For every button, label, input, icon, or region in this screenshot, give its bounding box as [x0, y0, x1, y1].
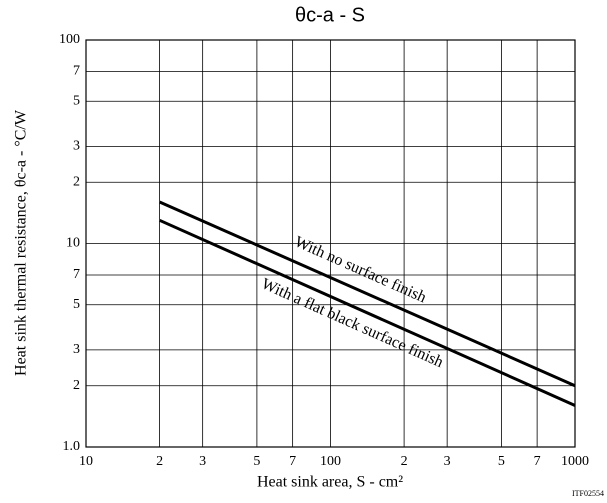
figure-code: ITF02554	[572, 489, 604, 498]
x-tick-label: 10	[79, 454, 93, 469]
y-tick-label: 3	[73, 139, 80, 154]
x-tick-label: 3	[199, 454, 206, 469]
y-tick-label: 2	[73, 174, 80, 189]
y-tick-label: 5	[73, 297, 80, 312]
y-tick-label: 7	[73, 267, 80, 282]
y-tick-label: 1.0	[63, 439, 81, 454]
x-tick-label: 3	[444, 454, 451, 469]
y-tick-label: 5	[73, 93, 80, 108]
chart-title: θc-a - S	[295, 4, 365, 26]
x-tick-label: 7	[289, 454, 296, 469]
x-tick-label: 2	[156, 454, 163, 469]
line-series	[158, 200, 576, 388]
y-tick-label: 7	[73, 64, 80, 79]
plot-frame	[85, 39, 576, 448]
y-tick-label: 100	[59, 32, 80, 47]
x-tick-label: 7	[534, 454, 541, 469]
x-tick-label: 2	[401, 454, 408, 469]
y-axis-label: Heat sink thermal resistance, θc-a - °C/…	[13, 109, 30, 376]
y-tick-label: 3	[73, 342, 80, 357]
x-tick-label: 1000	[561, 454, 589, 469]
x-axis-label: Heat sink area, S - cm²	[257, 474, 403, 491]
line-series	[158, 218, 576, 407]
y-tick-label: 2	[73, 378, 80, 393]
y-tick-label: 10	[66, 236, 80, 251]
x-tick-label: 5	[253, 454, 260, 469]
x-tick-label: 5	[498, 454, 505, 469]
x-tick-label: 100	[320, 454, 341, 469]
